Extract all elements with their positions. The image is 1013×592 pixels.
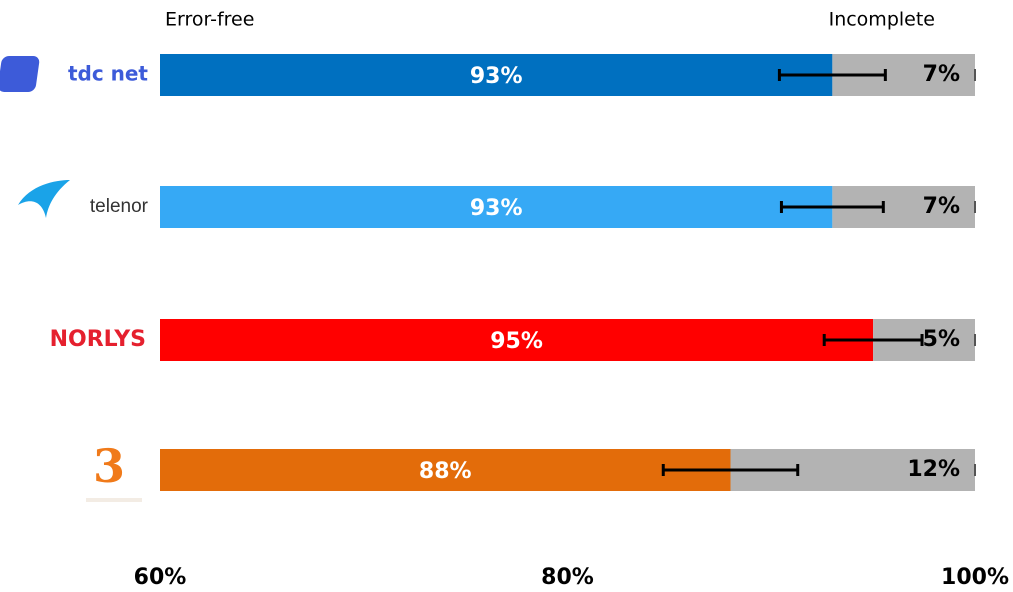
category-label: NORLYS [50,327,146,352]
legend-label: Error-free [165,9,254,31]
bar [160,186,833,228]
value-label: 7% [923,62,960,87]
x-tick-label: 80% [541,565,594,590]
error-bar [777,69,887,81]
bar [160,319,874,361]
category-label: tdc net [68,62,148,86]
value-label: 7% [923,194,960,219]
bar [160,54,833,96]
value-label: 93% [470,64,523,89]
x-tick-label: 60% [134,565,187,590]
category-label: telenor [90,196,149,217]
tdc-logo [0,56,40,92]
category-label: 3 [93,439,125,493]
error-bar [822,334,924,346]
value-label: 95% [490,329,543,354]
three-logo-base [86,498,142,502]
error-bar [661,464,800,476]
value-label: 93% [470,196,523,221]
value-label: 12% [907,457,960,482]
telenor-logo [18,180,70,218]
legend-label: Incomplete [829,9,935,31]
bar [160,449,731,491]
x-tick-label: 100% [941,565,1009,590]
error-bar [779,201,885,213]
value-label: 5% [923,327,960,352]
value-label: 88% [419,459,472,484]
